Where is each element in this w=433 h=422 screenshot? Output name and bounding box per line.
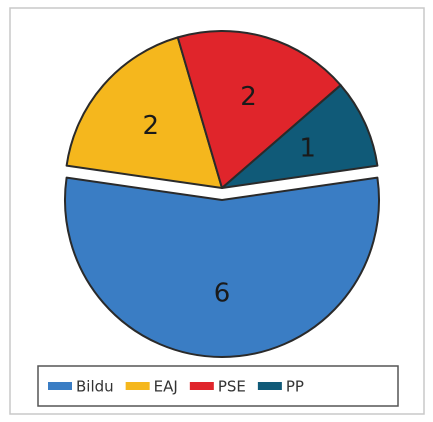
legend-label: EAJ <box>154 378 178 396</box>
legend-label: PSE <box>218 378 246 396</box>
legend-swatch <box>257 382 282 390</box>
legend-swatch <box>48 382 72 390</box>
data-label: 6 <box>214 279 231 309</box>
pie-slice <box>221 84 379 189</box>
data-label: 2 <box>143 111 160 141</box>
legend-swatch <box>189 382 214 390</box>
legend-label: PP <box>286 378 304 396</box>
legend-swatch <box>125 382 150 390</box>
pie-slice <box>64 176 380 358</box>
legend-box <box>37 365 399 407</box>
pie: 6 2 2 1 <box>64 30 380 358</box>
legend: Bildu EAJ PSE PP <box>48 378 304 396</box>
data-label: 1 <box>299 133 316 163</box>
pie-slice <box>65 36 223 189</box>
pie-slice <box>176 30 342 189</box>
legend-label: Bildu <box>76 378 114 396</box>
data-label: 2 <box>240 82 257 112</box>
